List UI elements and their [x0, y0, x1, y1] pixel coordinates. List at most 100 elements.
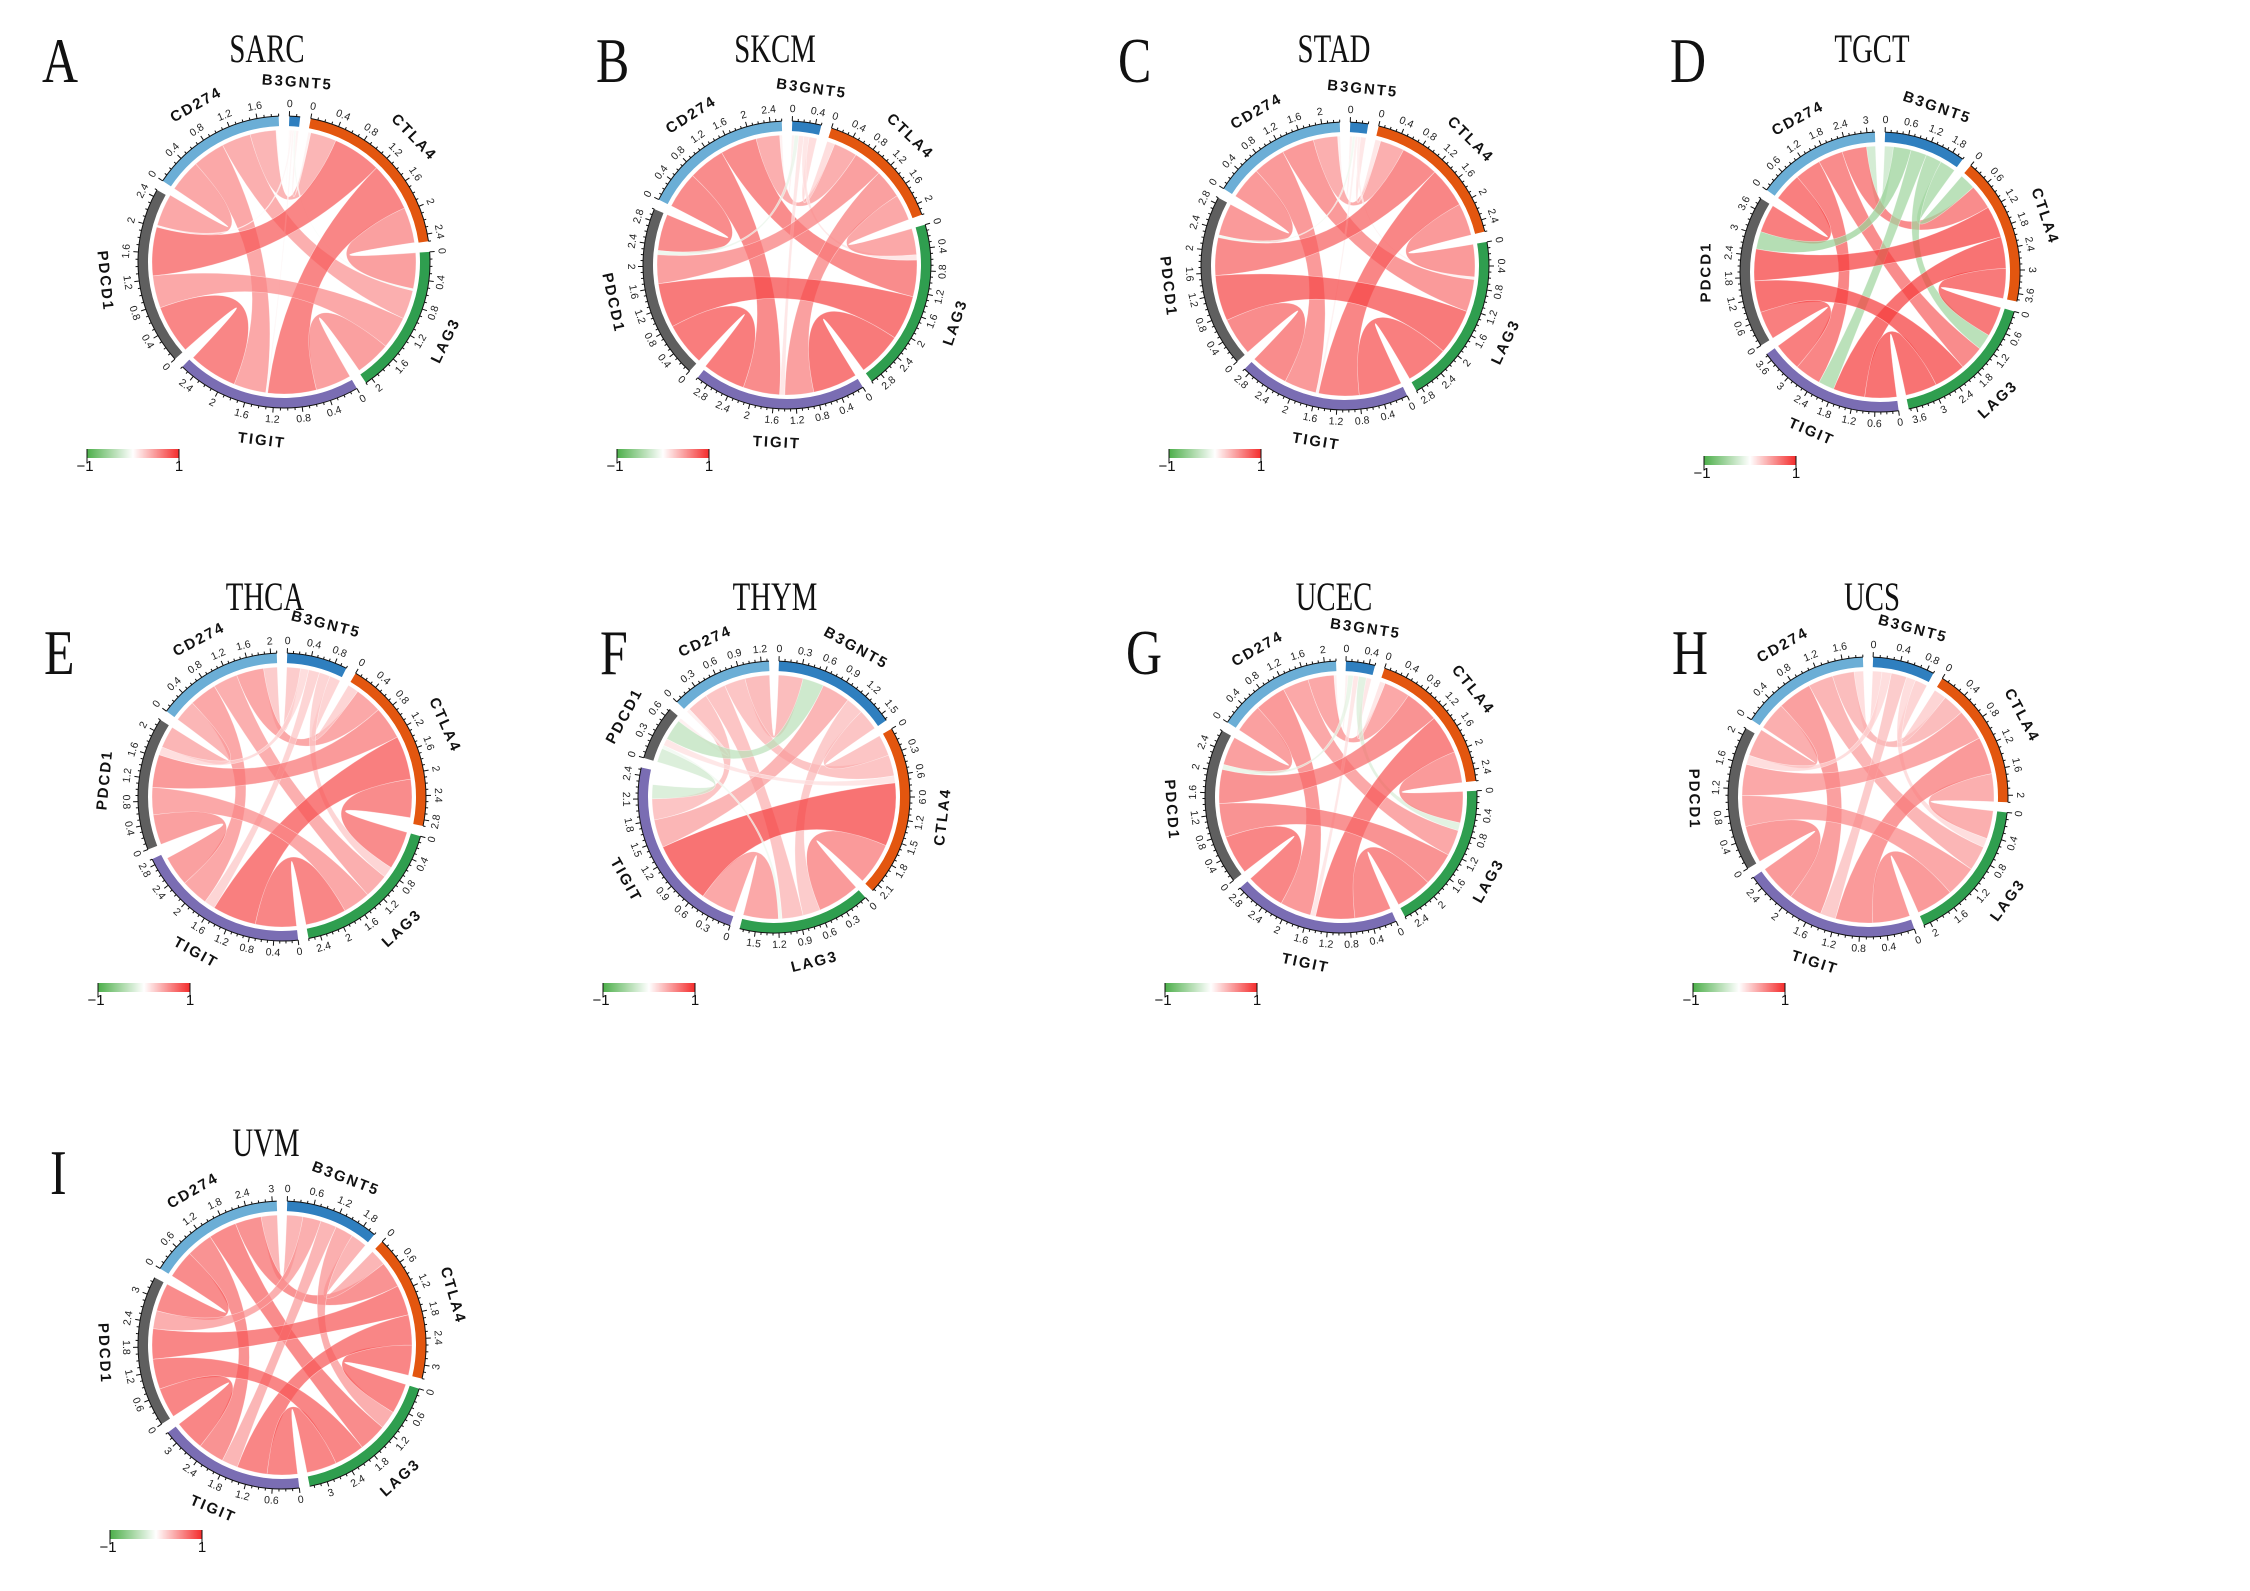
- minor-tick: [1305, 404, 1308, 408]
- tick-label: 0.6: [401, 1246, 419, 1265]
- tick-label: 0.8: [238, 941, 255, 956]
- minor-tick: [1832, 404, 1835, 407]
- major-tick: [310, 113, 313, 119]
- minor-tick: [664, 343, 668, 346]
- minor-tick: [1755, 339, 1759, 343]
- minor-tick: [1789, 161, 1792, 165]
- chord-lag3-tigit: [702, 851, 779, 920]
- sector-arc: [1872, 657, 1934, 683]
- minor-tick: [742, 402, 745, 406]
- major-tick: [162, 707, 167, 712]
- tick-label: 0.4: [414, 855, 431, 873]
- tick-label: 2.4: [626, 233, 640, 249]
- gene-label-tigit: TIGIT: [607, 855, 645, 905]
- sector-axis: [355, 672, 427, 827]
- minor-tick: [1484, 230, 1488, 233]
- minor-tick: [807, 662, 810, 666]
- panel-letter: I: [50, 1138, 67, 1208]
- tick-label: 1.6: [1458, 710, 1476, 729]
- gene-label-ctla4: CTLA4: [437, 1265, 470, 1326]
- major-tick: [243, 1200, 246, 1206]
- minor-tick: [209, 388, 212, 392]
- minor-tick: [1755, 201, 1759, 205]
- major-tick: [1206, 838, 1212, 842]
- minor-tick: [1223, 346, 1227, 350]
- tick-label: 0.6: [1903, 116, 1920, 131]
- major-tick: [392, 358, 398, 363]
- chord-lag3-tigit: [308, 312, 387, 391]
- minor-tick: [345, 665, 348, 669]
- minor-tick: [646, 850, 650, 853]
- minor-tick: [1482, 307, 1486, 309]
- minor-tick: [370, 681, 373, 684]
- minor-tick: [723, 923, 725, 927]
- tick-label: 2.8: [429, 814, 443, 830]
- minor-tick: [666, 708, 670, 712]
- gene-label-b3gnt5: B3GNT5: [1326, 77, 1399, 101]
- major-tick: [343, 926, 347, 932]
- tick-label: 0.6: [410, 1410, 428, 1429]
- minor-tick: [1237, 887, 1241, 891]
- tick-label: 1.2: [122, 1368, 137, 1385]
- minor-tick: [903, 754, 907, 757]
- sector-arc: [1204, 730, 1242, 881]
- sector-arc: [137, 719, 169, 850]
- major-tick: [890, 161, 895, 166]
- minor-tick: [1784, 165, 1787, 169]
- minor-tick: [1793, 157, 1797, 161]
- major-tick: [1206, 320, 1212, 323]
- minor-tick: [681, 898, 685, 902]
- minor-tick: [1406, 133, 1409, 137]
- minor-tick: [1942, 915, 1945, 918]
- minor-tick: [1755, 882, 1758, 885]
- minor-tick: [1417, 139, 1420, 143]
- tick-label: 0.8: [1243, 669, 1262, 687]
- minor-tick: [876, 377, 879, 381]
- tick-label: 0: [309, 100, 317, 113]
- minor-tick: [916, 327, 920, 330]
- minor-tick: [388, 1440, 392, 1444]
- sector-arc: [1751, 657, 1864, 726]
- minor-tick: [899, 848, 903, 851]
- tick-label: 0: [930, 217, 943, 226]
- tick-label: 0: [1735, 707, 1748, 719]
- minor-tick: [161, 1260, 165, 1264]
- minor-tick: [1240, 162, 1243, 166]
- gene-label-lag3: LAG3: [789, 948, 840, 976]
- chord-lag3-tigit: [1872, 851, 1951, 924]
- minor-tick: [737, 400, 740, 404]
- minor-tick: [241, 119, 244, 123]
- minor-tick: [665, 182, 668, 185]
- major-tick: [1233, 361, 1238, 366]
- minor-tick: [659, 718, 662, 721]
- tick-label: 1.6: [1302, 411, 1319, 426]
- tick-label: 2: [1930, 926, 1941, 939]
- tick-label: 0: [831, 110, 840, 123]
- legend-gradient-bar: [98, 983, 190, 992]
- major-tick: [404, 177, 410, 182]
- tick-label: 1.5: [882, 697, 901, 716]
- minor-tick: [197, 914, 200, 918]
- sector-axis: [162, 115, 279, 182]
- panel-letter: G: [1126, 618, 1162, 688]
- tick-label: 1.2: [1820, 936, 1837, 951]
- major-tick: [1938, 398, 1942, 404]
- minor-tick: [873, 702, 877, 706]
- minor-tick: [1998, 746, 2002, 748]
- minor-tick: [672, 172, 675, 176]
- major-tick: [1210, 200, 1216, 204]
- minor-tick: [242, 935, 244, 939]
- sector-arc: [1400, 790, 1477, 917]
- major-tick: [921, 316, 927, 320]
- tick-label: 0.8: [426, 304, 442, 322]
- legend-min-label: −1: [1693, 465, 1710, 482]
- sector-arc: [162, 116, 280, 187]
- minor-tick: [147, 1286, 151, 1289]
- sector-axis: [137, 719, 161, 850]
- tick-label: 1.6: [1714, 749, 1729, 766]
- tick-label: 1.2: [1484, 308, 1500, 326]
- tick-label: 0.3: [693, 918, 712, 936]
- minor-tick: [1761, 701, 1765, 704]
